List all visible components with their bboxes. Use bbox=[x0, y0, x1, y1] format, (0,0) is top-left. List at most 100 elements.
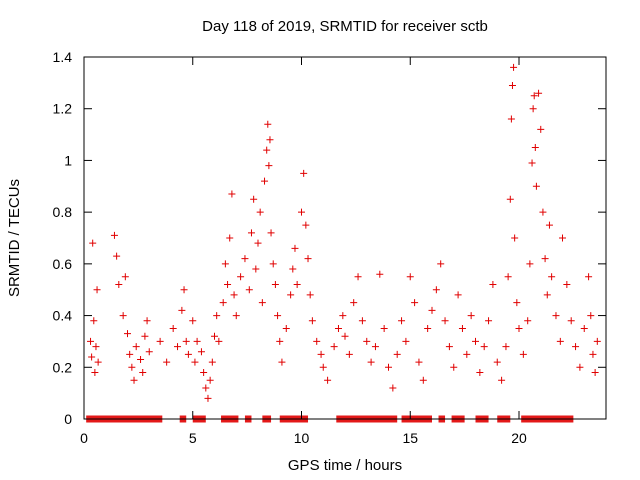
y-tick-label: 1.2 bbox=[53, 101, 73, 117]
plot-frame bbox=[83, 56, 607, 420]
data-point bbox=[276, 337, 284, 345]
x-tick-label: 5 bbox=[189, 430, 197, 446]
data-point bbox=[530, 92, 538, 100]
data-point bbox=[339, 312, 347, 320]
data-point bbox=[587, 312, 595, 320]
data-point bbox=[121, 273, 129, 281]
data-point bbox=[341, 332, 349, 340]
data-point bbox=[291, 244, 299, 252]
data-point bbox=[197, 348, 205, 356]
data-point bbox=[567, 317, 575, 325]
data-point bbox=[537, 125, 545, 133]
data-point bbox=[519, 350, 527, 358]
data-point bbox=[556, 337, 564, 345]
data-point bbox=[508, 81, 516, 89]
data-point bbox=[437, 260, 445, 268]
data-point bbox=[226, 234, 234, 242]
data-point bbox=[406, 273, 414, 281]
data-point bbox=[169, 325, 177, 332]
data-point bbox=[250, 195, 258, 203]
data-point bbox=[252, 265, 260, 273]
data-point bbox=[345, 350, 353, 358]
data-point bbox=[380, 325, 388, 332]
data-point bbox=[221, 260, 229, 268]
data-point bbox=[215, 337, 223, 345]
data-point bbox=[224, 281, 232, 289]
data-point bbox=[94, 358, 102, 366]
data-point bbox=[137, 356, 145, 364]
data-point bbox=[304, 255, 312, 263]
data-point bbox=[585, 273, 593, 281]
data-point bbox=[282, 325, 290, 332]
data-point bbox=[267, 229, 275, 237]
data-point bbox=[415, 358, 423, 366]
y-tick-label: 0 bbox=[64, 411, 72, 427]
data-point bbox=[504, 273, 512, 281]
data-point bbox=[358, 317, 366, 325]
data-point bbox=[502, 343, 510, 351]
data-point bbox=[541, 255, 549, 263]
data-point bbox=[402, 337, 410, 345]
data-point bbox=[163, 358, 171, 366]
data-point bbox=[208, 358, 216, 366]
data-point bbox=[91, 368, 99, 376]
data-point bbox=[589, 350, 597, 358]
data-point bbox=[319, 363, 327, 371]
data-point bbox=[528, 159, 536, 167]
x-axis-label: GPS time / hours bbox=[288, 457, 402, 474]
data-point bbox=[472, 337, 479, 345]
data-point bbox=[467, 312, 475, 320]
data-point bbox=[480, 343, 488, 351]
data-point bbox=[419, 376, 427, 384]
data-point bbox=[156, 337, 164, 345]
data-point bbox=[90, 317, 98, 325]
data-point bbox=[591, 368, 599, 376]
data-point bbox=[510, 63, 518, 71]
y-tick-label: 0.8 bbox=[53, 204, 73, 220]
data-point bbox=[293, 281, 301, 289]
data-point bbox=[213, 312, 221, 320]
data-point bbox=[124, 330, 131, 338]
data-point bbox=[113, 252, 121, 260]
data-point bbox=[258, 299, 266, 307]
data-point bbox=[524, 317, 532, 325]
data-point bbox=[576, 363, 584, 371]
data-point bbox=[180, 286, 188, 294]
data-point bbox=[441, 317, 449, 325]
data-point bbox=[191, 358, 199, 366]
data-point bbox=[506, 195, 514, 203]
axes: 0 5 10 15 20 0 0.2 0.4 0.6 0.8 1 1.2 1.4 bbox=[53, 49, 607, 446]
data-point bbox=[432, 286, 440, 294]
data-point bbox=[202, 384, 210, 392]
data-point bbox=[493, 358, 501, 366]
data-point bbox=[308, 317, 316, 325]
data-point bbox=[350, 299, 358, 307]
data-point bbox=[128, 363, 136, 371]
data-point bbox=[141, 332, 149, 340]
data-point bbox=[219, 299, 227, 307]
data-point bbox=[263, 146, 271, 154]
data-point bbox=[145, 348, 153, 356]
y-tick-label: 0.4 bbox=[53, 308, 73, 324]
data-point bbox=[265, 162, 273, 170]
data-point bbox=[300, 169, 308, 177]
data-point bbox=[363, 337, 371, 345]
x-tick-label: 15 bbox=[402, 430, 418, 446]
data-point bbox=[89, 239, 97, 247]
data-point bbox=[139, 368, 147, 376]
data-point bbox=[132, 343, 140, 351]
data-point bbox=[189, 317, 197, 325]
data-point bbox=[485, 317, 493, 325]
data-point bbox=[424, 325, 432, 332]
data-point bbox=[559, 234, 566, 242]
data-point bbox=[119, 312, 127, 320]
y-tick-label: 1 bbox=[64, 152, 72, 168]
data-point bbox=[526, 260, 534, 268]
data-point bbox=[513, 299, 521, 307]
data-point bbox=[334, 325, 342, 332]
data-point bbox=[247, 229, 255, 237]
data-point bbox=[88, 353, 96, 361]
data-point bbox=[274, 312, 282, 320]
data-point bbox=[178, 306, 186, 314]
